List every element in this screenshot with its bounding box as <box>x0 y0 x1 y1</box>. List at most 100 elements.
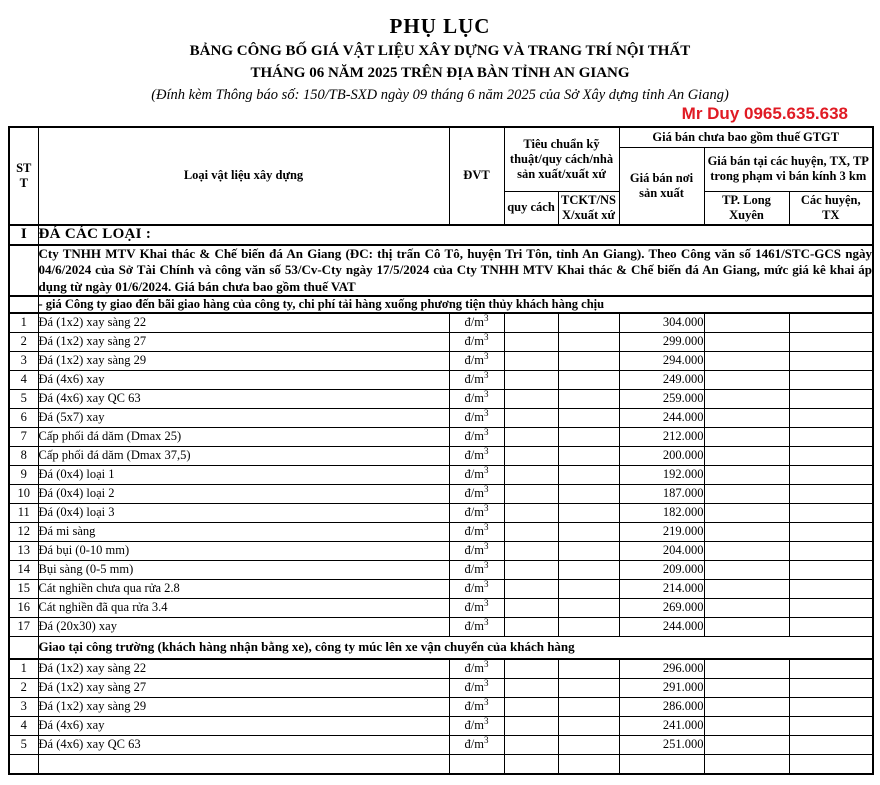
price-districts-cell <box>788 578 874 599</box>
price-longxuyen-cell <box>703 559 790 580</box>
unit-superscript: 3 <box>483 465 489 475</box>
quycach-cell <box>503 464 559 485</box>
price-longxuyen-cell <box>703 331 790 352</box>
stt-cell: 10 <box>8 483 39 504</box>
unit-base: đ/m <box>464 680 484 694</box>
table-row: 11 Đá (0x4) loại 3 đ/m3 182.000 <box>8 502 874 523</box>
empty-cell <box>8 244 39 297</box>
unit-superscript: 3 <box>483 659 489 670</box>
tckt-cell <box>557 369 620 390</box>
material-cell: Đá (20x30) xay <box>37 616 450 637</box>
unit-cell: đ/m3 <box>448 658 505 679</box>
attachment-note: (Đính kèm Thông báo số: 150/TB-SXD ngày … <box>151 87 729 103</box>
group1-note-row: - giá Công ty giao đến bãi giao hàng của… <box>8 295 874 314</box>
tckt-cell <box>557 597 620 618</box>
stt-cell: 14 <box>8 559 39 580</box>
price-origin-cell: 212.000 <box>618 426 705 447</box>
section-row: I ĐÁ CÁC LOẠI : <box>8 223 874 246</box>
price-origin-cell: 249.000 <box>618 369 705 390</box>
unit-cell: đ/m3 <box>448 677 505 698</box>
section-label: ĐÁ CÁC LOẠI : <box>37 223 874 246</box>
table-row: 5 Đá (4x6) xay QC 63 đ/m3 259.000 <box>8 388 874 409</box>
price-districts-cell <box>788 677 874 698</box>
table-row: 1 Đá (1x2) xay sàng 22 đ/m3 296.000 <box>8 658 874 679</box>
price-longxuyen-cell <box>703 445 790 466</box>
unit-base: đ/m <box>464 448 484 462</box>
unit-base: đ/m <box>464 543 484 557</box>
header-cell-price-origin: Giá bán nơi sản xuất <box>618 146 705 225</box>
price-longxuyen-cell <box>703 312 790 333</box>
price-longxuyen-cell <box>703 578 790 599</box>
price-districts-cell <box>788 502 874 523</box>
quycach-cell <box>503 388 559 409</box>
empty-cell <box>618 753 705 775</box>
quycach-cell <box>503 696 559 717</box>
unit-cell: đ/m3 <box>448 616 505 637</box>
table-row: 4 Đá (4x6) xay đ/m3 249.000 <box>8 369 874 390</box>
quycach-cell <box>503 502 559 523</box>
page-subtitle-line1: BẢNG CÔNG BỐ GIÁ VẬT LIỆU XÂY DỰNG VÀ TR… <box>189 43 691 59</box>
tckt-cell <box>557 578 620 599</box>
empty-cell <box>448 753 505 775</box>
tckt-cell <box>557 658 620 679</box>
price-origin-cell: 219.000 <box>618 521 705 542</box>
unit-superscript: 3 <box>483 541 489 551</box>
unit-cell: đ/m3 <box>448 331 505 352</box>
price-origin-cell: 244.000 <box>618 616 705 637</box>
price-longxuyen-cell <box>703 388 790 409</box>
quycach-cell <box>503 483 559 504</box>
tckt-cell <box>557 502 620 523</box>
unit-superscript: 3 <box>483 503 489 513</box>
table-row: 1 Đá (1x2) xay sàng 22 đ/m3 304.000 <box>8 312 874 333</box>
tckt-cell <box>557 407 620 428</box>
stt-cell: 12 <box>8 521 39 542</box>
price-origin-cell: 214.000 <box>618 578 705 599</box>
quycach-cell <box>503 597 559 618</box>
price-districts-cell <box>788 312 874 333</box>
unit-cell: đ/m3 <box>448 578 505 599</box>
tckt-cell <box>557 616 620 637</box>
material-cell: Đá (0x4) loại 1 <box>37 464 450 485</box>
group2-note: Giao tại công trường (khách hàng nhận bằ… <box>37 635 874 660</box>
price-origin-cell: 296.000 <box>618 658 705 679</box>
unit-cell: đ/m3 <box>448 734 505 755</box>
stt-cell: 13 <box>8 540 39 561</box>
quycach-cell <box>503 658 559 679</box>
unit-base: đ/m <box>464 619 484 633</box>
unit-cell: đ/m3 <box>448 483 505 504</box>
unit-superscript: 3 <box>483 332 489 342</box>
unit-base: đ/m <box>464 661 484 676</box>
quycach-cell <box>503 559 559 580</box>
unit-superscript: 3 <box>483 560 489 570</box>
stt-cell: 2 <box>8 331 39 352</box>
material-cell: Bụi sàng (0-5 mm) <box>37 559 450 580</box>
table-row: 6 Đá (5x7) xay đ/m3 244.000 <box>8 407 874 428</box>
table-row: 8 Cấp phối đá dăm (Dmax 37,5) đ/m3 200.0… <box>8 445 874 466</box>
unit-base: đ/m <box>464 372 484 386</box>
price-districts-cell <box>788 616 874 637</box>
price-longxuyen-cell <box>703 483 790 504</box>
price-districts-cell <box>788 407 874 428</box>
table-row: 3 Đá (1x2) xay sàng 29 đ/m3 286.000 <box>8 696 874 717</box>
price-longxuyen-cell <box>703 597 790 618</box>
unit-cell: đ/m3 <box>448 464 505 485</box>
contact-info: Mr Duy 0965.635.638 <box>681 104 848 123</box>
material-cell: Cấp phối đá dăm (Dmax 25) <box>37 426 450 447</box>
tckt-cell <box>557 734 620 755</box>
price-origin-cell: 251.000 <box>618 734 705 755</box>
empty-cell <box>37 753 450 775</box>
price-districts-cell <box>788 734 874 755</box>
header-cell-quycach: quy cách <box>503 190 559 226</box>
table-row: 5 Đá (4x6) xay QC 63 đ/m3 251.000 <box>8 734 874 755</box>
material-cell: Đá (1x2) xay sàng 29 <box>37 350 450 371</box>
price-districts-cell <box>788 445 874 466</box>
table-row: 12 Đá mi sàng đ/m3 219.000 <box>8 521 874 542</box>
unit-base: đ/m <box>464 391 484 405</box>
material-cell: Đá (0x4) loại 2 <box>37 483 450 504</box>
table-row: 2 Đá (1x2) xay sàng 27 đ/m3 299.000 <box>8 331 874 352</box>
tckt-cell <box>557 540 620 561</box>
tckt-cell <box>557 350 620 371</box>
material-cell: Đá (4x6) xay QC 63 <box>37 734 450 755</box>
quycach-cell <box>503 331 559 352</box>
tckt-cell <box>557 677 620 698</box>
